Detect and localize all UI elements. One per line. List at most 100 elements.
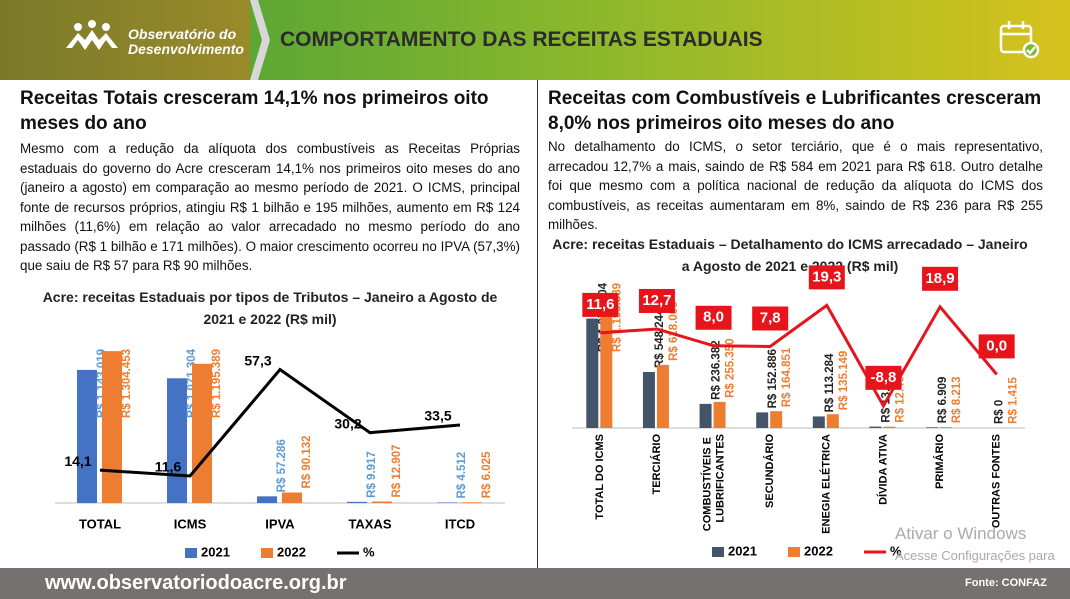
bar [883,426,896,428]
data-label: R$ 1.304.453 [121,349,133,418]
legend-label: % [363,544,375,559]
label-box [808,265,845,290]
bar [699,403,712,428]
label-line: LUBRIFICANTES [714,434,726,523]
header-arrow [250,0,270,80]
right-heading: Receitas com Combustíveis e Lubrificante… [548,88,1042,134]
data-label: R$ 0 [994,400,1006,424]
watermark: Ativar o Windows [895,524,1027,543]
label-line: COMBUSTÍVEIS E [700,434,713,531]
data-label: R$ 9.917 [366,451,378,498]
divider [537,80,538,568]
line [99,367,461,478]
data-label: 33,5 [424,408,451,424]
data-label: R$ 152.886 [767,349,779,408]
bar [926,427,939,428]
label-box [638,288,675,313]
bar [586,318,599,428]
label-box [582,292,619,317]
footer-bar [0,568,1070,599]
legend-swatch [788,547,800,557]
logo-area [0,0,250,80]
data-label: R$ 8.213 [951,376,963,423]
x-tick-label: TOTAL [79,516,121,531]
data-label: R$ 6.909 [937,377,949,424]
data-label: 57,3 [244,352,271,368]
chart-title: Acre: receitas Estaduais por tipos de Tr… [42,289,498,327]
x-tick-label: PRIMÁRIO [933,434,946,489]
bar [940,427,953,428]
data-label: 30,2 [334,415,361,431]
legend-swatch [261,548,273,558]
bar [770,411,783,428]
x-tick-label: COMBUSTÍVEIS E LUBRIFICANTES [700,434,726,531]
legend-swatch [712,547,724,557]
legend-label: % [890,543,902,558]
data-label: 0,0 [986,337,1007,354]
bar [869,426,882,428]
data-label: 12,7 [642,292,671,309]
x-tick-label: TERCIÁRIO [650,434,663,495]
data-label: R$ 548.244 [654,308,666,368]
bar [167,378,187,503]
footer-source: Fonte: CONFAZ [965,577,1047,589]
bar [462,502,482,503]
label-box [922,266,959,291]
data-label: R$ 1.195.389 [211,349,223,418]
right-paragraph: No detalhamento do ICMS, o setor terciár… [548,139,1043,232]
bar [77,369,97,503]
x-tick-label: IPVA [265,516,295,531]
bar [282,492,302,503]
watermark: Acesse Configurações para [895,548,1055,563]
bar [642,372,655,428]
data-label: R$ 135.149 [838,351,850,410]
x-tick-label: TOTAL DO ICMS [594,434,606,520]
data-label: R$ 236.382 [711,340,723,399]
bar [600,305,613,428]
x-tick-label: OUTRAS FONTES [991,434,1003,528]
x-tick-label: ITCD [445,516,475,531]
data-label: 7,8 [760,309,781,326]
legend-label: 2022 [804,543,833,558]
legend-label: 2021 [728,543,757,558]
data-label: 19,3 [812,268,841,285]
x-tick-label: ICMS [174,516,207,531]
data-label: R$ 255.350 [725,338,737,397]
bar [656,364,669,428]
bar [826,414,839,428]
data-label: R$ 113.284 [824,353,836,412]
label-box [695,305,732,330]
legend-label: 2021 [201,544,230,559]
calendar-icon [999,21,1040,59]
logo-icon [66,20,118,50]
bar [347,501,367,503]
data-label: 14,1 [64,453,91,469]
data-label: 18,9 [925,270,954,287]
header-title: COMPORTAMENTO DAS RECEITAS ESTADUAIS [280,28,763,51]
x-tick-label: DÍVIDA ATIVA [876,434,889,505]
data-label: R$ 57.286 [276,439,288,492]
x-tick-label: TAXAS [348,516,391,531]
label-box [978,334,1015,359]
logo-text: Observatório do Desenvolvimento [128,27,244,57]
legend-label: 2022 [277,544,306,559]
label-box [752,306,789,331]
logo-line: Observatório do [128,26,237,42]
data-label: 11,6 [586,296,614,313]
bar [257,496,277,503]
data-label: 11,6 [155,459,182,475]
bar [192,363,212,503]
x-tick-label: SECUNDÁRIO [763,434,776,508]
legend-swatch [185,548,197,558]
data-label: -8,8 [871,369,897,386]
x-tick-label: ENEGIA ELÉTRICA [820,434,833,534]
data-label: R$ 4.512 [456,452,468,499]
data-label: R$ 618.000 [668,301,680,360]
bar [372,501,392,503]
logo-line: Desenvolvimento [128,41,244,57]
bar [437,502,457,503]
data-label: R$ 90.132 [301,435,313,488]
bar [102,351,122,503]
